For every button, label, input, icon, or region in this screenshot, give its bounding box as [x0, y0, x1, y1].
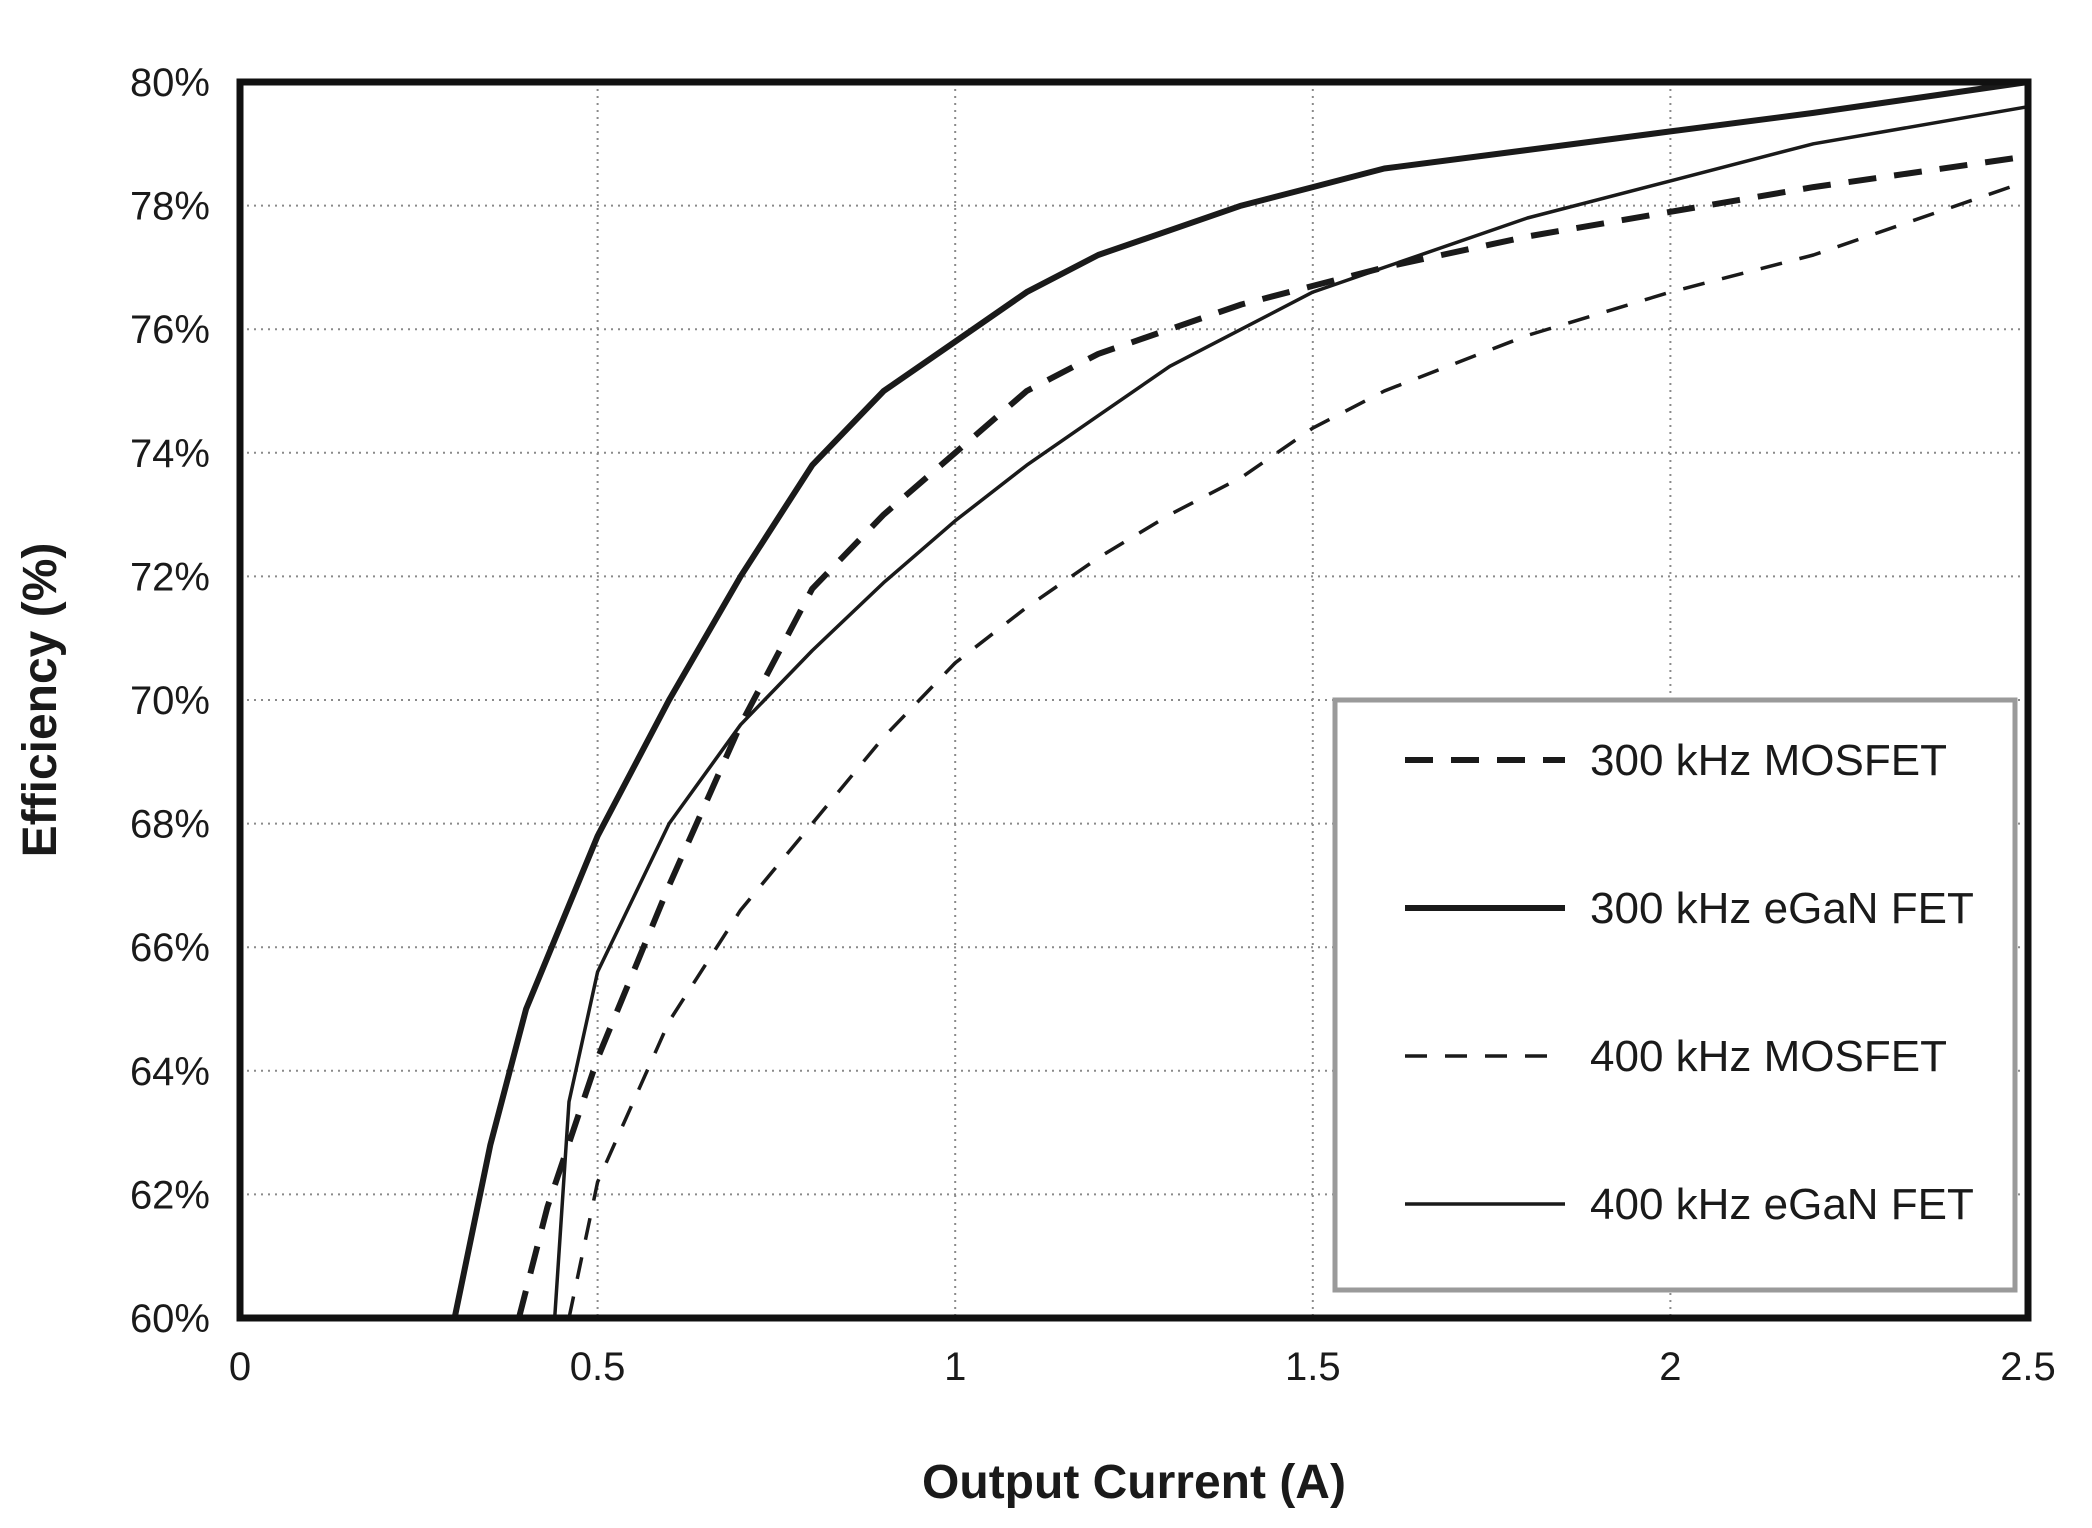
x-tick-label: 0	[229, 1345, 251, 1389]
legend-label: 300 kHz eGaN FET	[1590, 884, 1974, 933]
legend-label: 400 kHz MOSFET	[1590, 1032, 1947, 1081]
y-tick-label: 78%	[130, 185, 210, 229]
x-axis-ticks: 0 0.5 1 1.5 2 2.5	[229, 1345, 2056, 1389]
series-line-1	[515, 153, 2029, 1319]
y-tick-label: 68%	[130, 803, 210, 847]
y-axis-ticks: 60% 62% 64% 66% 68% 70% 72% 74% 76% 78% 80%	[130, 61, 210, 1341]
series-line-3	[567, 179, 2029, 1319]
series-line-2	[451, 79, 2029, 1319]
x-tick-label: 2	[1659, 1345, 1681, 1389]
series-lines	[451, 79, 2029, 1319]
legend: 300 kHz MOSFET 300 kHz eGaN FET 400 kHz MO…	[1332, 697, 2018, 1293]
y-axis-title: Efficiency (%)	[14, 543, 67, 858]
y-tick-label: 62%	[130, 1173, 210, 1217]
y-tick-label: 66%	[130, 926, 210, 970]
y-tick-label: 74%	[130, 432, 210, 476]
legend-box	[1332, 697, 2018, 1293]
x-tick-label: 1	[944, 1345, 966, 1389]
series-line-4	[552, 104, 2029, 1319]
x-axis-title: Output Current (A)	[922, 1456, 1346, 1509]
y-tick-label: 72%	[130, 555, 210, 599]
legend-items: 300 kHz MOSFET 300 kHz eGaN FET 400 kHz MO…	[1405, 736, 1974, 1229]
x-tick-label: 2.5	[2000, 1345, 2056, 1389]
x-tick-label: 1.5	[1285, 1345, 1341, 1389]
y-tick-label: 70%	[130, 679, 210, 723]
y-tick-label: 76%	[130, 308, 210, 352]
legend-label: 300 kHz MOSFET	[1590, 736, 1947, 785]
y-tick-label: 64%	[130, 1050, 210, 1094]
x-tick-label: 0.5	[570, 1345, 626, 1389]
legend-label: 400 kHz eGaN FET	[1590, 1180, 1974, 1229]
y-tick-label: 60%	[130, 1297, 210, 1341]
plot-frame	[236, 78, 2032, 1322]
y-tick-label: 80%	[130, 61, 210, 105]
